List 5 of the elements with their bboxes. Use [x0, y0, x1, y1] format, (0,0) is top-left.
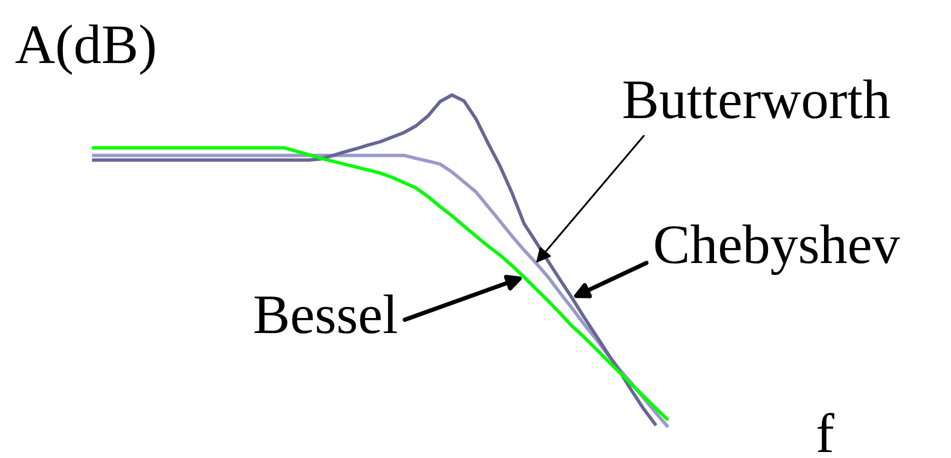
x-axis-title: f [817, 412, 834, 452]
text: Butterworth [624, 79, 890, 119]
series-label: Chebyshev [655, 224, 900, 275]
y-axis-title: A(dB) [16, 24, 155, 75]
series-label: Bessel [254, 294, 397, 334]
